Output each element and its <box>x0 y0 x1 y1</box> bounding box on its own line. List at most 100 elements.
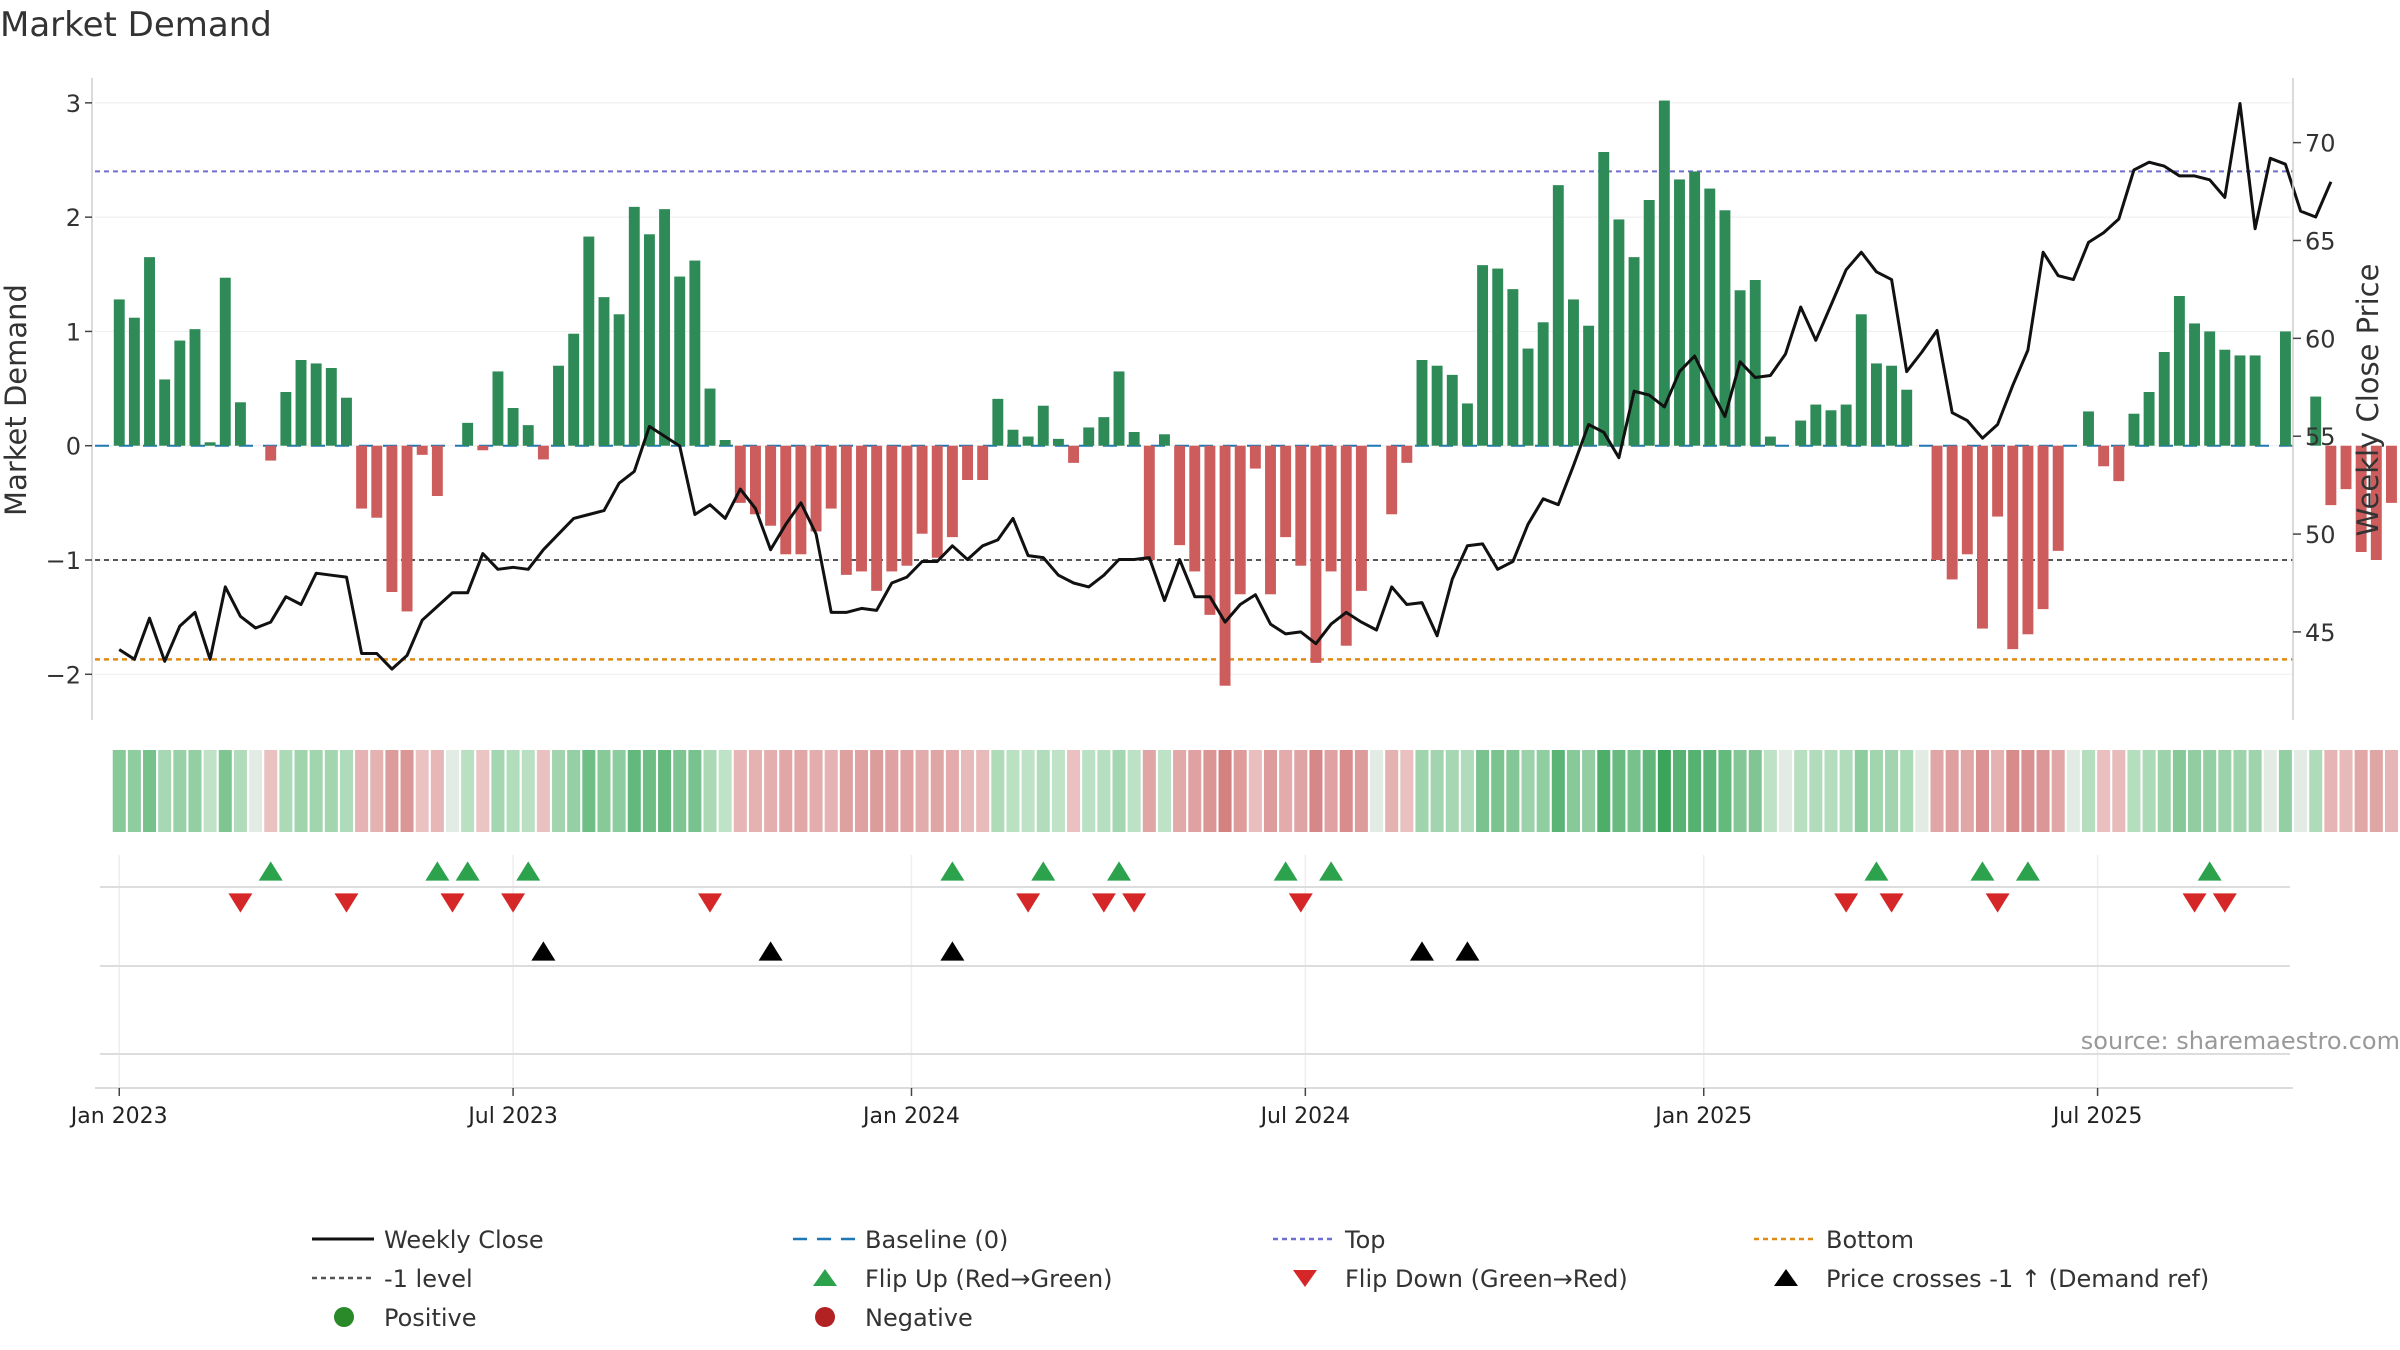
demand-bar-positive <box>1628 257 1640 446</box>
heat-cell <box>1975 750 1989 832</box>
heat-cell <box>445 750 460 832</box>
flip-up-marker <box>2197 861 2222 881</box>
right-axis-title: Weekly Close Price <box>2351 264 2385 537</box>
flip-up-marker <box>1319 861 1344 881</box>
flip-down-marker <box>1879 893 1904 913</box>
heat-cell <box>961 750 975 832</box>
heat-cell <box>1218 750 1232 832</box>
demand-bar-positive <box>2173 296 2185 446</box>
heat-cell <box>2233 750 2247 832</box>
demand-bar-positive <box>2204 331 2216 446</box>
demand-bar-negative <box>1992 445 2004 517</box>
demand-bar-positive <box>204 442 216 446</box>
heat-cell <box>2036 750 2050 832</box>
demand-bar-positive <box>1037 405 1049 446</box>
demand-bar-positive <box>1492 268 1504 446</box>
demand-bar-positive <box>507 408 519 446</box>
heat-cell <box>2369 750 2383 832</box>
right-tick-label: 70 <box>2305 130 2336 158</box>
demand-bar-negative <box>1265 445 1276 595</box>
demand-bar-positive <box>2128 413 2140 446</box>
heat-cell <box>991 750 1005 832</box>
demand-bar-positive <box>992 398 1004 446</box>
heat-cell <box>2051 750 2065 832</box>
heat-cell <box>1642 750 1656 832</box>
demand-bar-positive <box>1689 171 1701 446</box>
flip-down-marker <box>2212 893 2237 913</box>
heat-cell <box>203 750 217 832</box>
demand-bar-negative <box>1068 445 1080 463</box>
heat-cell <box>1385 750 1399 832</box>
demand-bar-negative <box>1340 445 1352 646</box>
demand-bar-negative <box>750 445 761 515</box>
right-tick-label: 50 <box>2305 521 2336 549</box>
heat-cell <box>249 750 263 832</box>
left-tick-label: 1 <box>66 318 81 346</box>
heat-cell <box>1097 750 1111 832</box>
demand-bar-positive <box>1446 374 1458 446</box>
demand-bar-negative <box>1219 445 1231 686</box>
demand-bar-positive <box>2083 411 2094 446</box>
heat-cell <box>1839 750 1853 832</box>
heat-cell <box>658 750 672 832</box>
heat-cell <box>1460 750 1474 832</box>
left-tick-label: −2 <box>46 661 81 689</box>
heat-cell <box>1960 750 1974 832</box>
demand-bar-positive <box>522 425 534 446</box>
heat-cell <box>794 750 808 832</box>
legend-label: Positive <box>384 1304 477 1332</box>
heat-cell <box>945 750 959 832</box>
heat-cell <box>1597 750 1611 832</box>
heat-cell <box>294 750 308 832</box>
demand-bar-positive <box>553 365 564 446</box>
demand-bar-negative <box>1204 445 1216 615</box>
demand-bar-negative <box>1931 445 1943 560</box>
signal-markers <box>228 861 2237 961</box>
heat-cell <box>2278 750 2292 832</box>
demand-bar-negative <box>886 445 898 572</box>
flip-up-marker <box>940 861 965 881</box>
heat-cell <box>1794 750 1808 832</box>
demand-bar-negative <box>1143 445 1155 560</box>
heat-cell <box>1476 750 1490 832</box>
heat-cell <box>567 750 581 832</box>
demand-bar-positive <box>583 236 595 446</box>
heat-cell <box>642 750 656 832</box>
demand-bar-positive <box>1674 179 1685 446</box>
demand-bar-positive <box>598 297 610 446</box>
demand-bar-positive <box>568 333 580 446</box>
heat-cell <box>1763 750 1777 832</box>
demand-bar-positive <box>2158 352 2170 446</box>
heat-cell <box>582 750 596 832</box>
demand-bar-negative <box>1310 445 1322 663</box>
heat-cell <box>2006 750 2020 832</box>
heat-cell <box>1945 750 1959 832</box>
heat-cell <box>309 750 323 832</box>
demand-bar-positive <box>1901 389 1913 446</box>
flip-up-marker <box>1107 861 1132 881</box>
demand-bar-positive <box>1477 265 1489 446</box>
flip-down-marker <box>1016 893 1041 913</box>
heat-cell <box>2066 750 2080 832</box>
heat-cell <box>2218 750 2232 832</box>
demand-bar-positive <box>1855 314 1867 446</box>
heat-cell <box>1370 750 1384 832</box>
heat-cell <box>1354 750 1368 832</box>
demand-bar-negative <box>901 445 913 566</box>
demand-bar-positive <box>1522 348 1534 446</box>
heat-cell <box>1733 750 1747 832</box>
legend-swatch-triangle-up <box>813 1269 837 1286</box>
heat-cell <box>1430 750 1444 832</box>
heat-cell <box>2309 750 2323 832</box>
demand-bar-positive <box>1643 200 1655 446</box>
demand-bar-positive <box>704 388 716 446</box>
demand-bar-positive <box>643 234 655 446</box>
demand-bar-negative <box>1961 445 1973 555</box>
flip-up-marker <box>455 861 480 881</box>
heat-cell <box>1900 750 1914 832</box>
demand-bar-positive <box>1507 289 1519 446</box>
x-tick-label: Jan 2025 <box>1653 1104 1752 1129</box>
demand-bar-positive <box>2189 323 2200 446</box>
demand-bar-positive <box>1719 210 1731 446</box>
heat-cell <box>1233 750 1247 832</box>
